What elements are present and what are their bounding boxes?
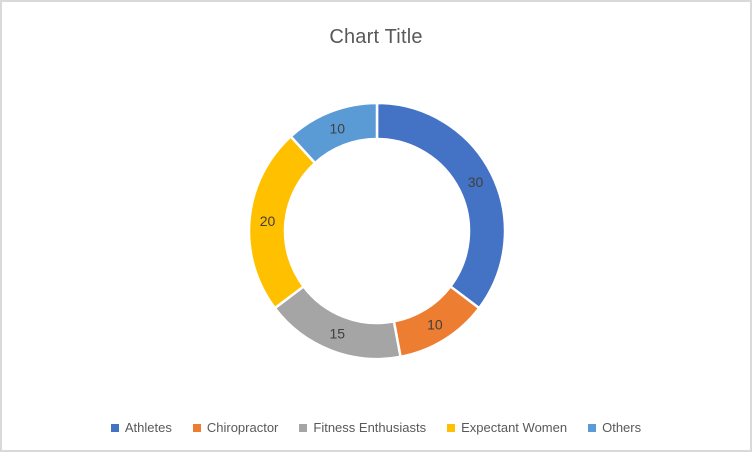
- data-label-chiropractor: 10: [427, 317, 443, 333]
- legend-swatch-icon: [447, 423, 456, 432]
- legend-item-athletes[interactable]: Athletes: [110, 420, 172, 435]
- data-label-fitness-enthusiasts: 15: [330, 326, 346, 342]
- legend-label: Chiropractor: [206, 420, 279, 435]
- legend-swatch-icon: [588, 423, 597, 432]
- legend-swatch-icon: [299, 423, 308, 432]
- donut-segment-athletes[interactable]: [375, 101, 507, 310]
- data-label-others: 10: [330, 120, 346, 136]
- legend-label: Others: [602, 420, 642, 435]
- legend-item-chiropractor[interactable]: Chiropractor: [192, 420, 279, 435]
- legend-label: Fitness Enthusiasts: [313, 420, 427, 435]
- legend-label: Athletes: [124, 420, 172, 435]
- data-label-expectant-women: 20: [260, 213, 276, 229]
- data-label-athletes: 30: [468, 174, 484, 190]
- legend-label: Expectant Women: [461, 420, 568, 435]
- donut-segment-fitness-enthusiasts[interactable]: [273, 285, 402, 361]
- legend-swatch-icon: [192, 423, 201, 432]
- legend-item-fitness-enthusiasts[interactable]: Fitness Enthusiasts: [299, 420, 426, 435]
- legend: Athletes Chiropractor Fitness Enthusiast…: [2, 420, 750, 435]
- chart-title[interactable]: Chart Title: [329, 26, 423, 48]
- legend-item-others[interactable]: Others: [588, 420, 641, 435]
- legend-item-expectant-women[interactable]: Expectant Women: [447, 420, 567, 435]
- donut-segment-others[interactable]: [289, 101, 379, 165]
- legend-swatch-icon: [110, 423, 119, 432]
